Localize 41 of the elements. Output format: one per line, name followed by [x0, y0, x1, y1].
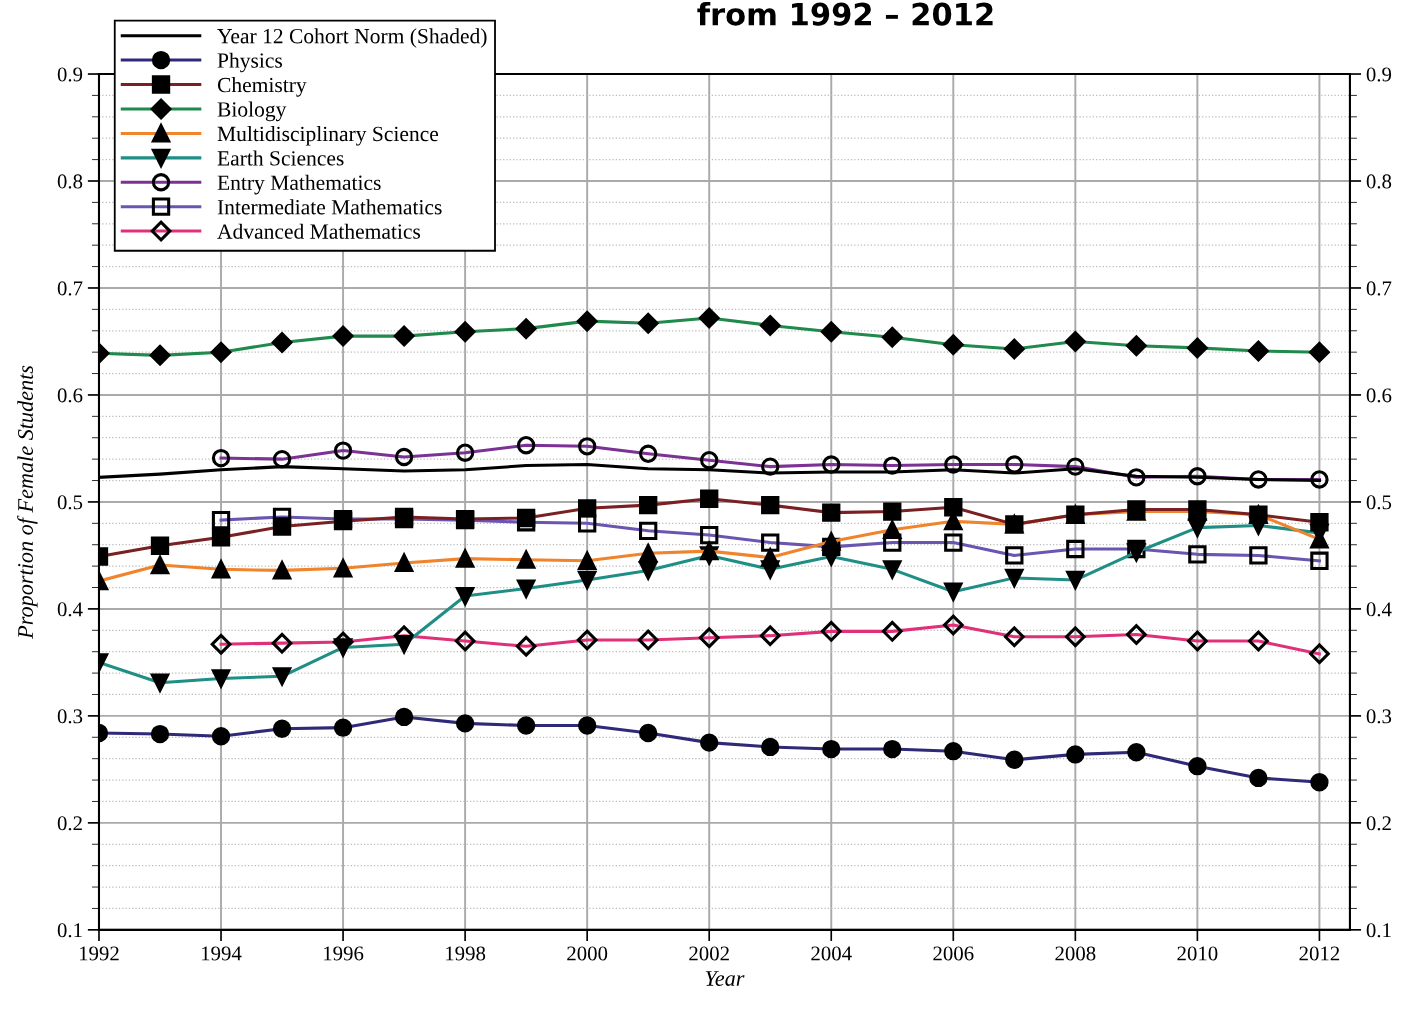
y-axis-title: Proportion of Female Students: [17, 365, 38, 639]
x-tick-label: 2008: [1055, 946, 1096, 961]
y-tick-label: 0.6: [57, 388, 83, 403]
x-tick-label: 2002: [689, 946, 729, 961]
y-tick-label: 0.2: [57, 816, 82, 831]
y-tick-label: 0.4: [57, 602, 83, 617]
x-tick-label: 2004: [811, 946, 852, 961]
y2-tick-label: 0.2: [1366, 816, 1391, 831]
y-tick-label: 0.3: [57, 709, 83, 724]
legend-label: Biology: [217, 101, 287, 122]
legend-label: Earth Sciences: [217, 150, 344, 166]
legend-label: Year 12 Cohort Norm (Shaded): [217, 28, 487, 48]
y-tick-label: 0.1: [57, 923, 82, 938]
y-tick-label: 0.8: [57, 174, 83, 189]
legend-label: Advanced Mathematics: [217, 223, 421, 239]
legend-label: Multidisciplinary Science: [217, 126, 439, 146]
x-tick-label: 1996: [324, 946, 364, 961]
y2-tick-label: 0.9: [1366, 67, 1392, 82]
y2-tick-label: 0.5: [1366, 495, 1392, 510]
legend-label: Entry Mathematics: [217, 174, 381, 195]
y2-tick-label: 0.7: [1366, 281, 1392, 296]
legend-label: Chemistry: [217, 77, 307, 97]
y-tick-label: 0.9: [57, 67, 83, 82]
x-tick-label: 1998: [446, 946, 486, 961]
y-tick-label: 0.7: [57, 281, 83, 296]
y2-tick-label: 0.4: [1366, 602, 1392, 617]
x-tick-label: 2010: [1177, 946, 1218, 961]
legend-label: Physics: [217, 52, 283, 73]
x-tick-label: 2012: [1299, 946, 1340, 961]
chart-title: from 1992 – 2012: [697, 2, 993, 26]
y2-tick-label: 0.6: [1366, 388, 1392, 403]
x-tick-label: 1994: [202, 946, 242, 961]
x-tick-label: 2000: [567, 946, 608, 961]
x-tick-label: 2006: [933, 946, 974, 961]
x-tick-label: 1992: [79, 946, 119, 961]
legend-label: Intermediate Mathematics: [217, 199, 442, 215]
y2-tick-label: 0.8: [1366, 174, 1392, 189]
x-axis-title: Year: [705, 971, 745, 986]
y-tick-label: 0.5: [57, 495, 83, 510]
y2-tick-label: 0.1: [1366, 923, 1391, 938]
y2-tick-label: 0.3: [1366, 709, 1392, 724]
